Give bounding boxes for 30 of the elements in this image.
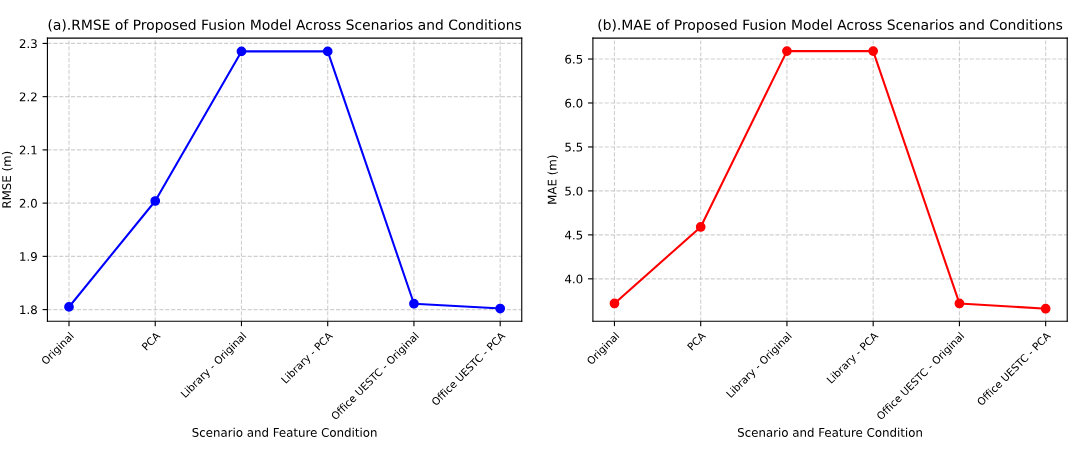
point — [495, 303, 506, 314]
point — [322, 46, 333, 57]
y-tick-label: 2.3 — [19, 39, 37, 49]
y-tick-label: 2.2 — [19, 92, 37, 102]
y-axis-title: RMSE (m) — [1, 151, 13, 208]
y-tick-label: 5.5 — [565, 142, 583, 152]
y-axis-title: MAE (m) — [547, 155, 558, 204]
point — [409, 298, 419, 309]
point — [609, 298, 620, 309]
y-tick-label: 6.5 — [565, 54, 583, 64]
y-tick-label: 1.9 — [20, 252, 37, 262]
point — [868, 46, 879, 56]
point — [236, 46, 247, 57]
y-tick-label: 2.0 — [19, 198, 37, 208]
x-axis-title: Scenario and Feature Condition — [192, 427, 377, 437]
point — [695, 222, 706, 232]
point — [150, 196, 161, 206]
point — [954, 298, 965, 309]
y-tick-label: 2.1 — [19, 145, 37, 155]
point — [1040, 303, 1051, 314]
point — [64, 302, 74, 312]
y-tick-label: 6.0 — [565, 98, 583, 108]
y-tick-label: 5.0 — [565, 186, 583, 196]
chart-title: (a).RMSE of Proposed Fusion Model Across Scenarios and Conditions — [48, 19, 522, 33]
x-axis-title: Scenario and Feature Condition — [737, 427, 922, 437]
y-tick-label: 4.5 — [564, 230, 583, 240]
point — [782, 46, 792, 56]
chart-title: (b).MAE of Proposed Fusion Model Across Scenarios and Conditions — [598, 19, 1063, 33]
y-tick-label: 4.0 — [564, 274, 583, 284]
y-tick-label: 1.8 — [20, 305, 37, 315]
